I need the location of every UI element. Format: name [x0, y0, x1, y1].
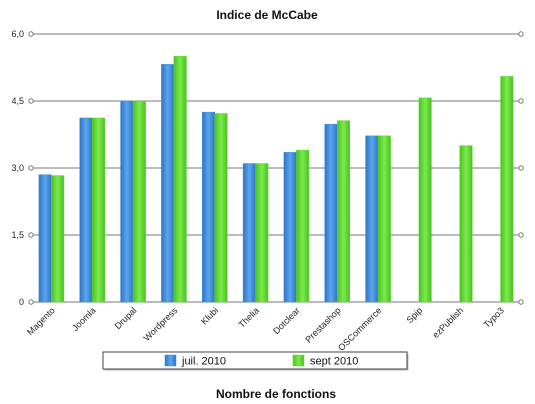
y-tick-label: 3,0	[11, 163, 24, 173]
legend-swatch-juil	[164, 354, 177, 367]
gridline-left-marker	[28, 98, 34, 104]
legend-label-juil: juil. 2010	[181, 356, 226, 368]
bar-sept-klubi	[214, 113, 228, 303]
bar-juil-drupal	[120, 100, 134, 303]
gridlines	[28, 31, 524, 305]
category-label: Joomla	[70, 305, 98, 333]
bar-juil-magento	[38, 174, 52, 303]
bar-sept-thelia	[255, 163, 269, 303]
y-tick-label: 0	[19, 297, 24, 307]
x-axis-label: Nombre de fonctions	[216, 387, 336, 401]
category-label: Dotclear	[271, 305, 302, 336]
bar-juil-klubi	[202, 111, 215, 303]
gridline-left-marker	[28, 232, 34, 238]
gridline-right-marker	[518, 165, 524, 171]
category-label: OSCommerce	[336, 305, 383, 352]
gridline-right-marker	[518, 98, 524, 104]
y-tick-labels: 0 1,5 3,0 4,5 6,0	[11, 29, 24, 307]
legend-label-sept: sept 2010	[310, 356, 358, 368]
category-labels: Magento Joomla Drupal Wordpress Klubi Thelia D…	[25, 305, 506, 353]
category-label: Thelia	[237, 305, 261, 329]
category-label: Drupal	[113, 305, 139, 331]
gridline-right-marker	[518, 299, 524, 305]
bar-sept-drupal	[132, 100, 146, 303]
bar-sept-typo3	[500, 76, 514, 303]
y-tick-label: 6,0	[11, 29, 24, 39]
category-label: Wordpress	[142, 305, 180, 343]
bar-sept-spip	[418, 97, 432, 303]
bar-juil-prestashop	[324, 123, 338, 303]
bar-sept-prestashop	[337, 120, 350, 303]
bar-juil-joomla	[79, 117, 93, 303]
bar-juil-wordpress	[161, 64, 175, 303]
legend-swatch-sept	[292, 354, 305, 367]
gridline-right-marker	[518, 232, 524, 238]
y-tick-label: 4,5	[11, 96, 24, 106]
bar-juil-oscommerce	[365, 135, 379, 303]
category-label: ezPublish	[430, 305, 465, 340]
category-label: Prestashop	[303, 305, 342, 344]
y-tick-label: 1,5	[11, 230, 24, 240]
bar-sept-dotclear	[296, 149, 310, 303]
category-label: Spip	[405, 305, 425, 325]
bar-sept-wordpress	[173, 56, 187, 303]
bars	[38, 56, 514, 303]
category-label: Magento	[25, 305, 57, 337]
gridline-right-marker	[518, 31, 524, 37]
chart-title: Indice de McCabe	[216, 8, 318, 22]
gridline-left-marker	[28, 299, 34, 305]
gridline-left-marker	[28, 31, 34, 37]
bar-sept-ezpublish	[459, 145, 473, 303]
legend-box	[102, 351, 408, 370]
bar-juil-dotclear	[283, 152, 297, 303]
bar-sept-magento	[51, 175, 65, 303]
legend: juil. 2010 sept 2010	[102, 351, 409, 371]
bar-sept-joomla	[92, 117, 105, 303]
category-label: Klubi	[199, 305, 220, 326]
bar-juil-thelia	[242, 163, 256, 303]
category-label: Typo3	[482, 305, 506, 329]
bar-sept-oscommerce	[377, 135, 391, 303]
gridline-left-marker	[28, 165, 34, 171]
